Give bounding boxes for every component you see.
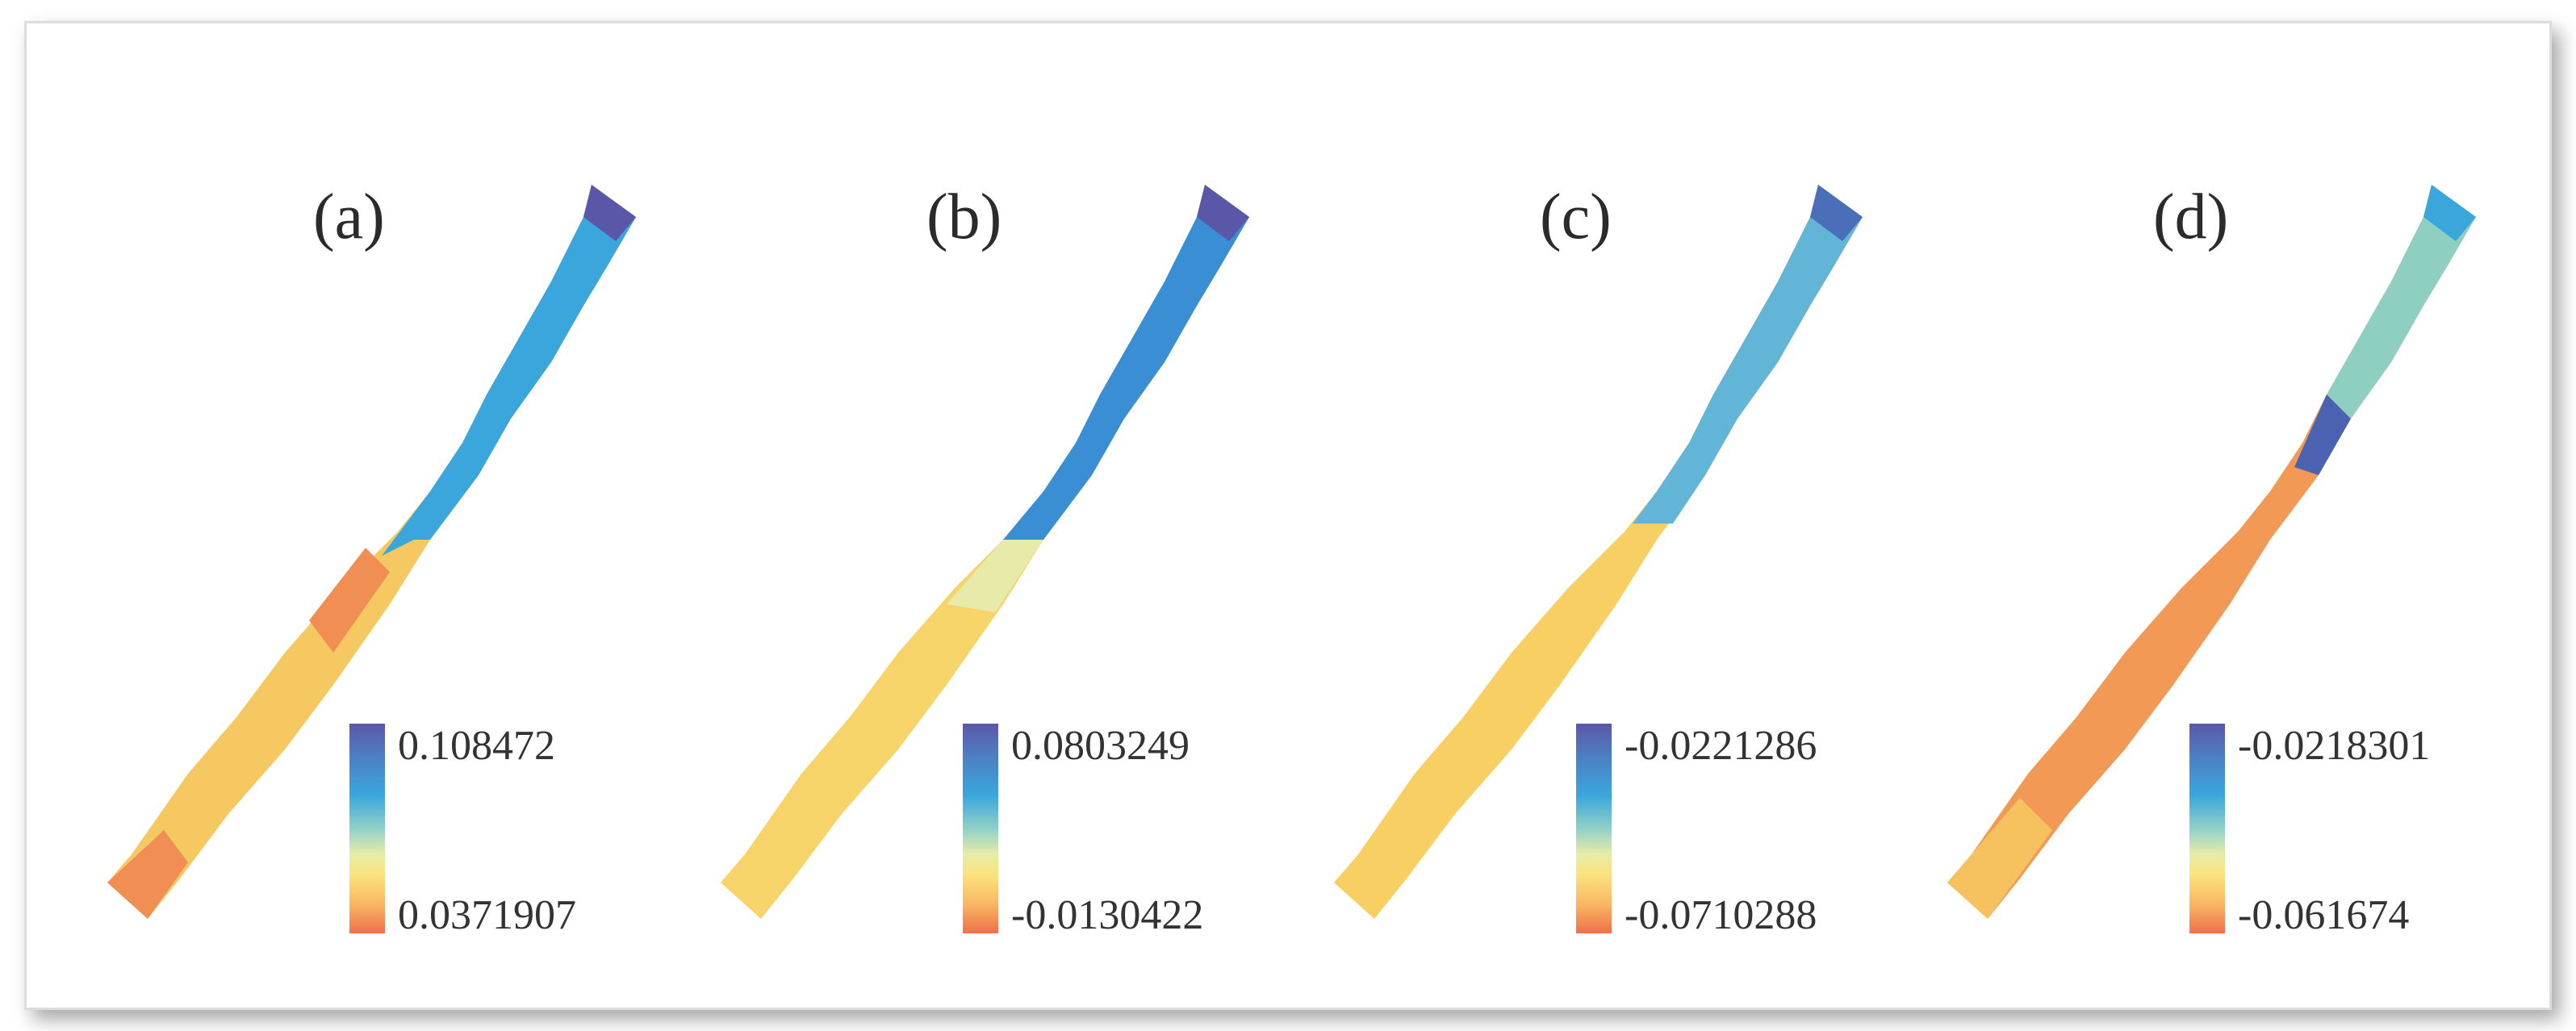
panel-label-c: (c) — [1540, 182, 1612, 253]
map-a — [107, 185, 636, 919]
panel-b: (b) 0.0803249 -0.0130422 — [640, 23, 1269, 1008]
map-d — [1947, 185, 2476, 919]
panel-label-b: (b) — [926, 182, 1002, 253]
colorbar-d — [2189, 724, 2225, 933]
figure-frame: (a) 0.108472 0.0371907 (b) 0.0803249 -0.… — [24, 21, 2552, 1010]
map-b — [721, 185, 1249, 919]
colorbar-c — [1576, 724, 1612, 933]
panel-label-d: (d) — [2153, 182, 2229, 253]
panel-label-a: (a) — [313, 182, 385, 253]
colorbar-max-c: -0.0221286 — [1625, 723, 1817, 769]
colorbar-min-c: -0.0710288 — [1625, 892, 1817, 938]
panel-a: (a) 0.108472 0.0371907 — [27, 23, 656, 1008]
colorbar-max-a: 0.108472 — [398, 723, 555, 769]
colorbar-max-d: -0.0218301 — [2238, 723, 2431, 769]
colorbar-max-b: 0.0803249 — [1011, 723, 1190, 769]
panel-c: (c) -0.0221286 -0.0710288 — [1253, 23, 1883, 1008]
colorbar-b — [963, 724, 998, 933]
panel-d: (d) -0.0218301 -0.061674 — [1867, 23, 2496, 1008]
colorbar-min-a: 0.0371907 — [398, 892, 576, 938]
map-c — [1334, 185, 1863, 919]
colorbar-a — [349, 724, 385, 933]
colorbar-min-d: -0.061674 — [2238, 892, 2410, 938]
colorbar-min-b: -0.0130422 — [1011, 892, 1204, 938]
